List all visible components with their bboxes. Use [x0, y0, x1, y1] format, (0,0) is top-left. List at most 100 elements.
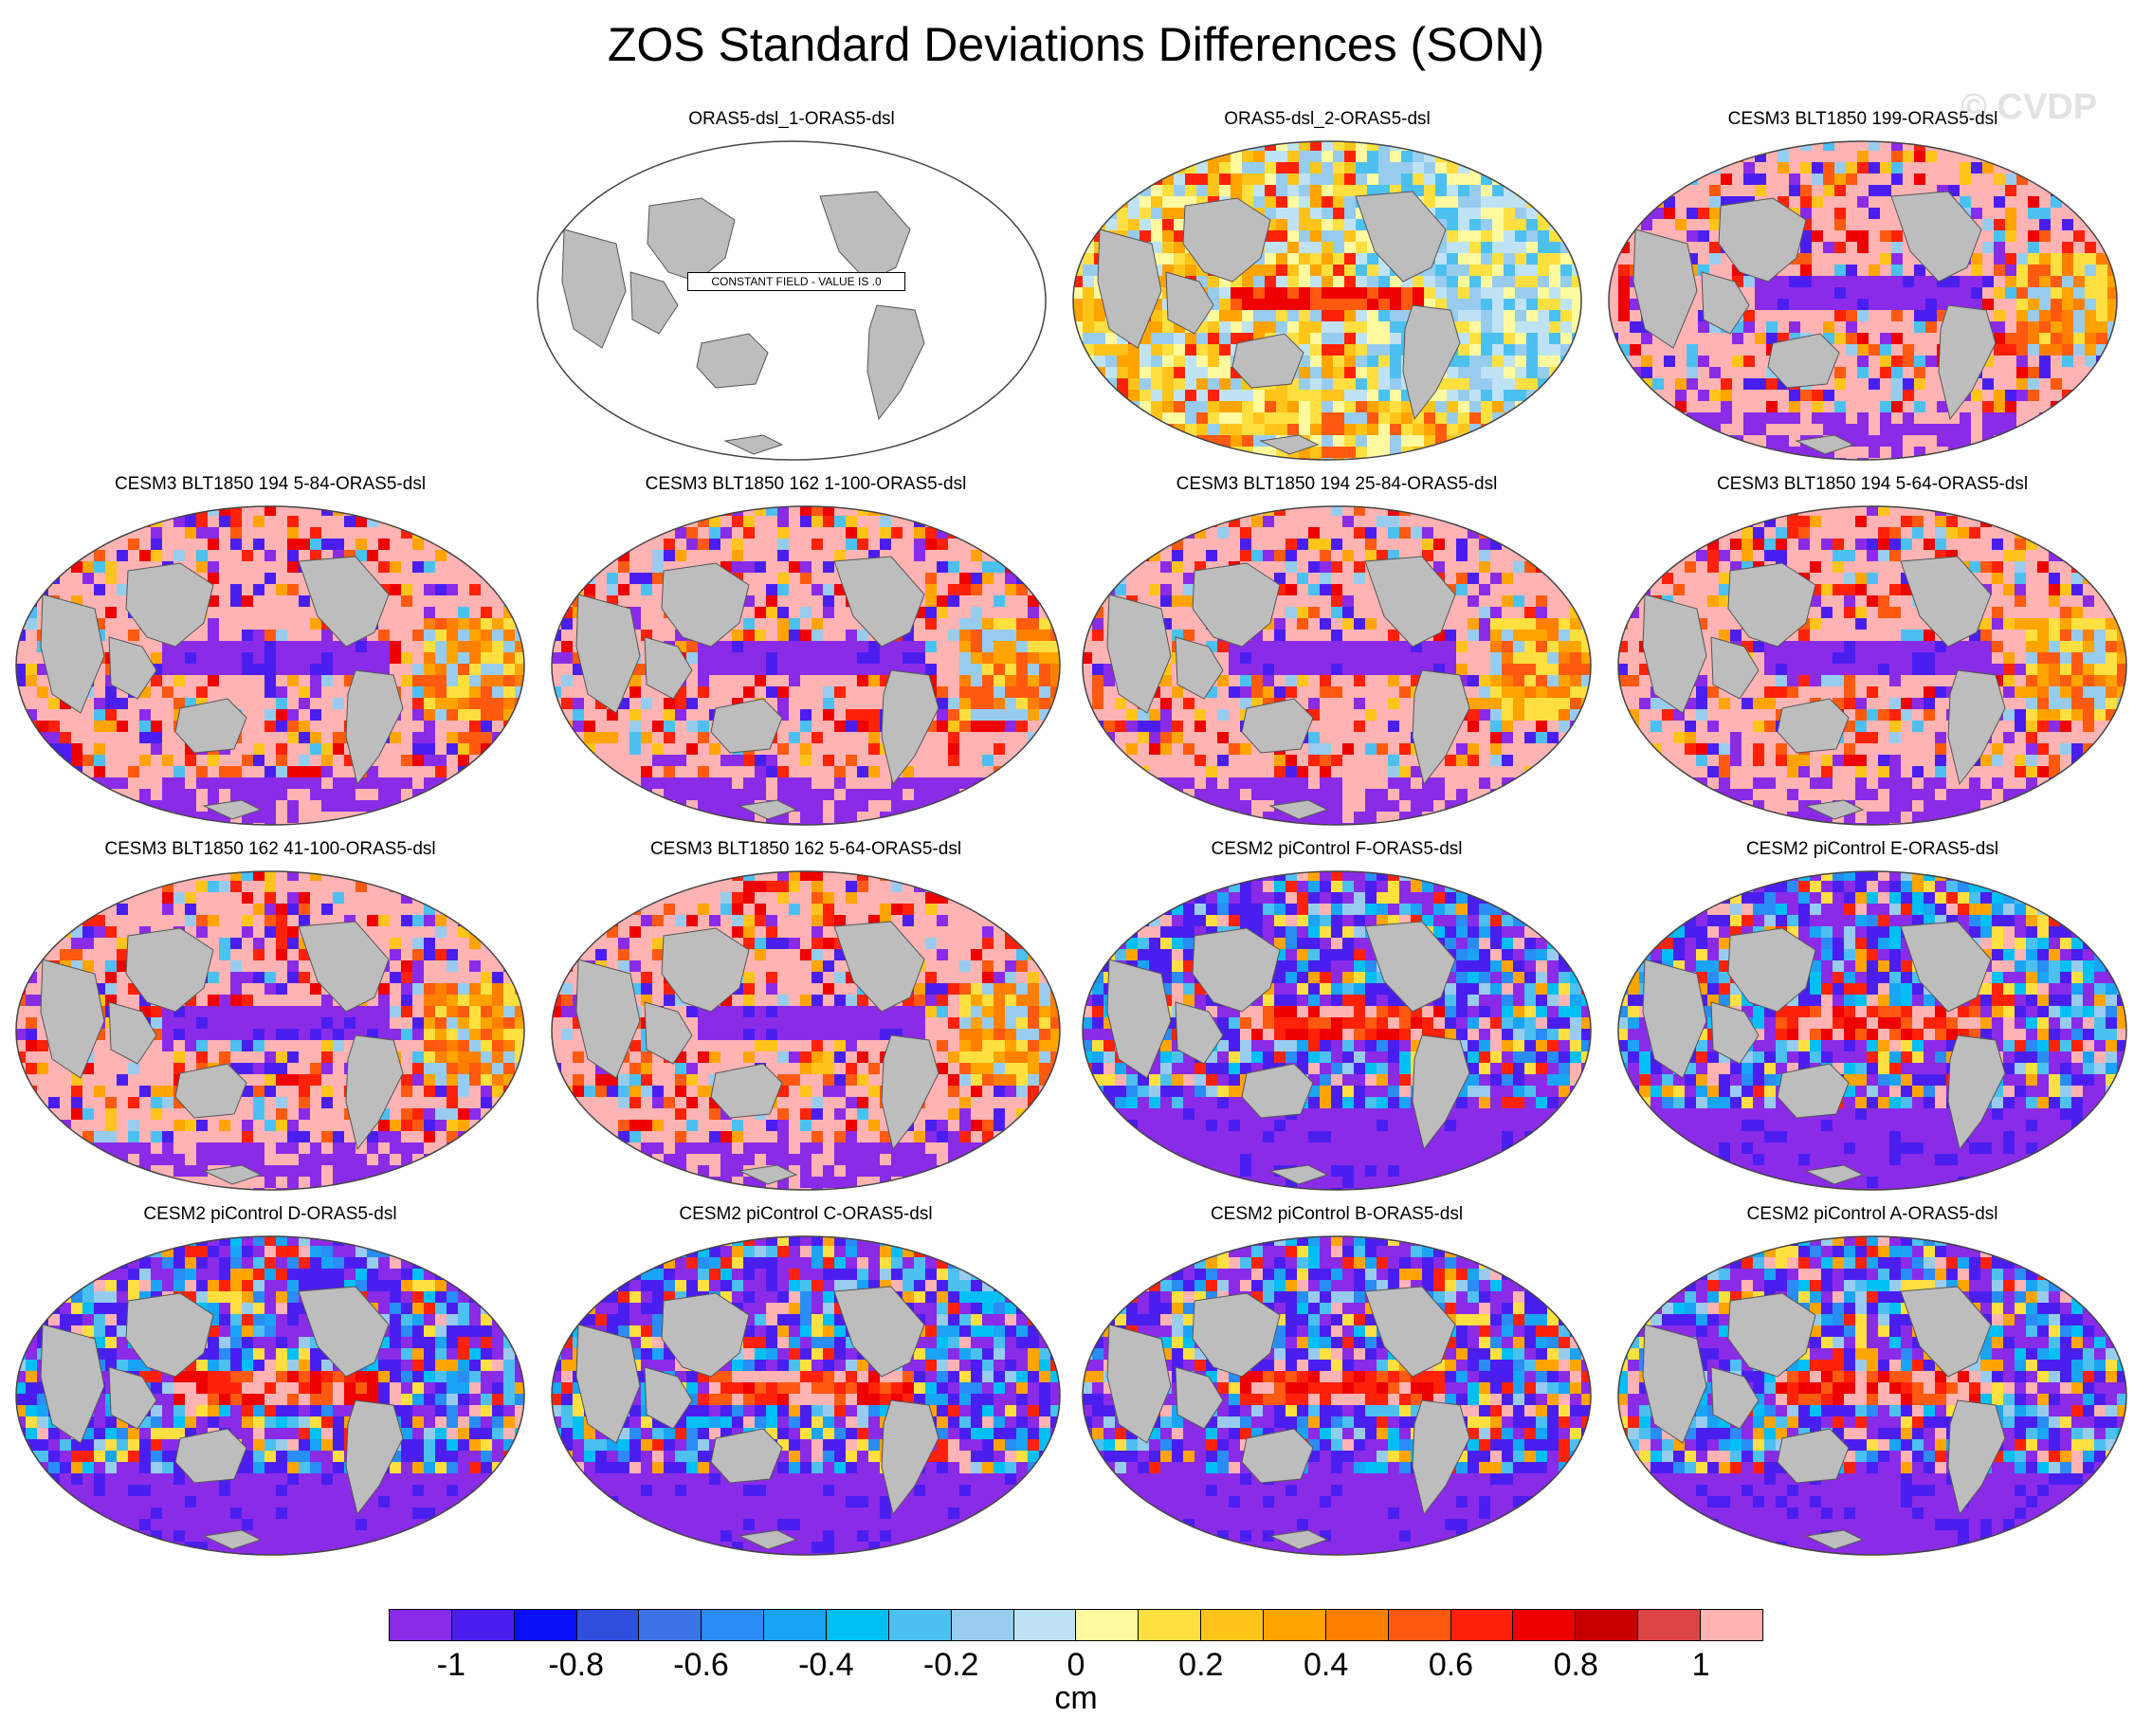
map-panel-10: CESM2 piControl F-ORAS5-dsl [1081, 839, 1593, 1191]
landmass [1777, 698, 1850, 754]
colorbar-swatch [1201, 1610, 1265, 1640]
landmass [125, 927, 214, 1013]
panel-title: CESM2 piControl B-ORAS5-dsl [1210, 1204, 1464, 1224]
landmass [345, 669, 404, 786]
landmass [174, 698, 247, 754]
landmass [833, 1286, 925, 1378]
landmass [1900, 1286, 1992, 1378]
landmass [1175, 1366, 1224, 1430]
landmass [1718, 197, 1807, 283]
colorbar-tick-label: -0.8 [548, 1647, 605, 1683]
colorbar-tick-label: -0.4 [798, 1647, 854, 1683]
landmass [575, 594, 641, 714]
map-projection [15, 505, 525, 826]
colorbar-swatch [390, 1610, 452, 1640]
landmass [1727, 562, 1816, 648]
panel-title: ORAS5-dsl_1-ORAS5-dsl [688, 109, 895, 129]
panel-title: CESM3 BLT1850 162 1-100-ORAS5-dsl [645, 474, 967, 494]
landmass [1642, 1324, 1707, 1444]
map-outline [15, 1235, 525, 1556]
landmass [696, 333, 769, 389]
landmass [1268, 1164, 1329, 1185]
landmass [1259, 434, 1320, 455]
colorbar-swatch [1013, 1610, 1077, 1640]
landmass [1412, 1399, 1470, 1516]
colorbar-tick-label: 0.6 [1428, 1647, 1474, 1683]
map-panel-13: CESM2 piControl C-ORAS5-dsl [550, 1204, 1062, 1556]
landmass [1795, 434, 1855, 455]
map-outline [1608, 140, 2118, 461]
landmass [644, 1366, 693, 1430]
landmass [1777, 1428, 1850, 1484]
landmass [1364, 1286, 1456, 1378]
map-panel-14: CESM2 piControl B-ORAS5-dsl [1081, 1204, 1593, 1556]
map-projection [1082, 1235, 1592, 1556]
map-panel-2: ORAS5-dsl_2-ORAS5-dsl [1071, 109, 1583, 461]
panel-title: ORAS5-dsl_2-ORAS5-dsl [1224, 109, 1431, 129]
landmass [1192, 562, 1281, 648]
landmass [661, 562, 750, 648]
landmass [881, 669, 939, 786]
landmass [629, 271, 679, 335]
map-outline [551, 505, 1061, 826]
landmass [1175, 1001, 1224, 1065]
landmass [1241, 1428, 1314, 1484]
colorbar-tick-label: -0.6 [673, 1647, 729, 1683]
map-panel-6: CESM3 BLT1850 194 25-84-ORAS5-dsl [1081, 474, 1593, 826]
panel-title: CESM2 piControl A-ORAS5-dsl [1746, 1204, 1998, 1224]
colorbar-swatch [1139, 1610, 1202, 1640]
landmass [174, 1063, 247, 1119]
colorbar-swatch [888, 1610, 952, 1640]
landmass [819, 191, 911, 283]
landmass [1175, 636, 1224, 700]
map-projection [1072, 140, 1582, 461]
landmass [833, 921, 925, 1013]
map-panel-15: CESM2 piControl A-ORAS5-dsl [1616, 1204, 2128, 1556]
landmass [575, 959, 641, 1079]
landmass [1412, 669, 1470, 786]
colorbar-swatch [1264, 1610, 1326, 1640]
landmass [881, 1399, 939, 1516]
landmass [202, 799, 263, 820]
landmass [1804, 1529, 1865, 1550]
panel-title: CESM3 BLT1850 199-ORAS5-dsl [1727, 109, 1998, 129]
map-outline [15, 870, 525, 1191]
landmass [345, 1034, 404, 1151]
colorbar-tick-label: 0.8 [1553, 1647, 1598, 1683]
colorbar-tick-label: 0 [1067, 1647, 1085, 1683]
constant-field-note: CONSTANT FIELD - VALUE IS .0 [687, 272, 905, 291]
landmass [1355, 191, 1447, 283]
colorbar-swatch [827, 1610, 889, 1640]
map-outline [1617, 870, 2127, 1191]
landmass [108, 1001, 157, 1065]
map-outline [551, 1235, 1061, 1556]
landmass [866, 304, 925, 421]
colorbar-tick-label: 0.4 [1303, 1647, 1349, 1683]
panel-title: CESM3 BLT1850 194 5-64-ORAS5-dsl [1716, 474, 2029, 494]
landmass [1642, 959, 1707, 1079]
landmass [661, 927, 750, 1013]
landmass [1947, 1399, 2006, 1516]
landmass [298, 1286, 390, 1378]
landmass [40, 959, 105, 1079]
landmass [125, 562, 214, 648]
watermark: © CVDP [1961, 87, 2098, 127]
map-outline [1082, 1235, 1592, 1556]
landmass [738, 799, 798, 820]
map-projection [1617, 1235, 2127, 1556]
landmass [738, 1529, 798, 1550]
landmass [1106, 959, 1172, 1079]
landmass [1241, 698, 1314, 754]
landmass [1106, 594, 1172, 714]
map-panel-4: CESM3 BLT1850 194 5-84-ORAS5-dsl [14, 474, 526, 826]
landmass [202, 1164, 263, 1185]
landmass [723, 434, 784, 455]
landmass [1777, 1063, 1850, 1119]
map-panel-8: CESM3 BLT1850 162 41-100-ORAS5-dsl [14, 839, 526, 1191]
colorbar-swatch [1513, 1610, 1577, 1640]
panel-title: CESM2 piControl C-ORAS5-dsl [679, 1204, 933, 1224]
landmass [1364, 556, 1456, 648]
map-outline [1082, 870, 1592, 1191]
landmass [1947, 1034, 2006, 1151]
landmass [710, 1063, 783, 1119]
